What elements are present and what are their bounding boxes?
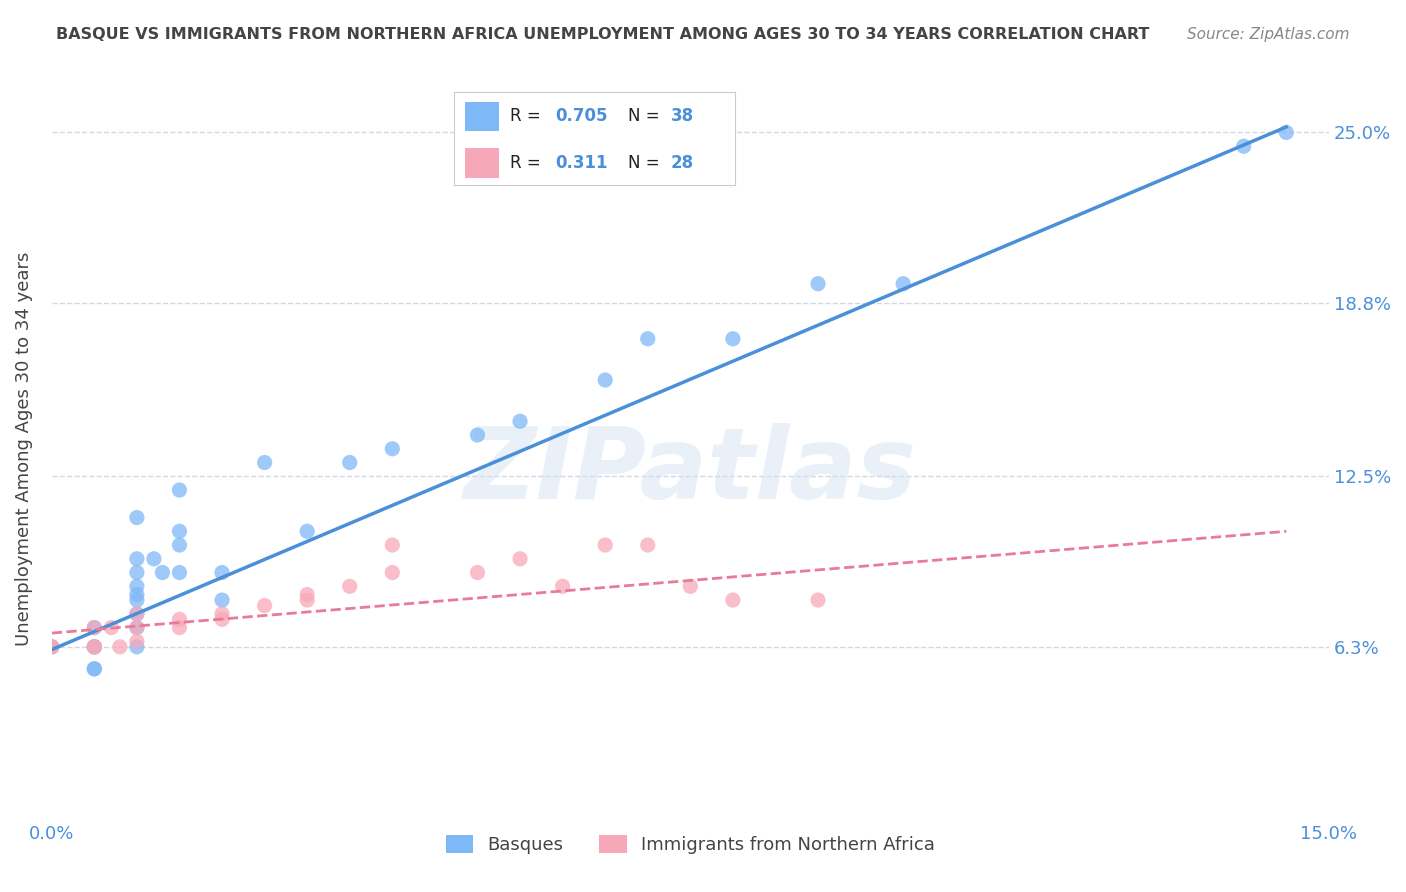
Point	[100, 621, 122, 635]
Point	[381, 566, 404, 580]
Point	[467, 428, 489, 442]
Point	[295, 593, 318, 607]
Point	[211, 566, 233, 580]
Point	[41, 640, 63, 654]
Point	[169, 612, 191, 626]
Point	[679, 579, 702, 593]
Point	[83, 662, 105, 676]
Point	[125, 551, 148, 566]
Point	[637, 332, 659, 346]
Point	[509, 414, 531, 428]
Point	[807, 593, 830, 607]
Text: BASQUE VS IMMIGRANTS FROM NORTHERN AFRICA UNEMPLOYMENT AMONG AGES 30 TO 34 YEARS: BASQUE VS IMMIGRANTS FROM NORTHERN AFRIC…	[56, 27, 1150, 42]
Point	[125, 621, 148, 635]
Point	[125, 621, 148, 635]
Point	[125, 607, 148, 621]
Point	[169, 566, 191, 580]
Point	[509, 551, 531, 566]
Point	[721, 593, 744, 607]
Point	[83, 621, 105, 635]
Point	[381, 538, 404, 552]
Point	[593, 373, 616, 387]
Point	[1275, 125, 1298, 139]
Point	[551, 579, 574, 593]
Point	[83, 640, 105, 654]
Point	[125, 607, 148, 621]
Point	[1233, 139, 1256, 153]
Point	[211, 593, 233, 607]
Point	[41, 640, 63, 654]
Point	[169, 524, 191, 539]
Point	[339, 456, 361, 470]
Point	[125, 634, 148, 648]
Point	[83, 640, 105, 654]
Point	[381, 442, 404, 456]
Legend: Basques, Immigrants from Northern Africa: Basques, Immigrants from Northern Africa	[437, 826, 943, 863]
Point	[125, 588, 148, 602]
Text: Source: ZipAtlas.com: Source: ZipAtlas.com	[1187, 27, 1350, 42]
Point	[467, 566, 489, 580]
Point	[125, 566, 148, 580]
Point	[211, 612, 233, 626]
Point	[721, 332, 744, 346]
Point	[83, 640, 105, 654]
Point	[637, 538, 659, 552]
Point	[125, 510, 148, 524]
Point	[295, 524, 318, 539]
Point	[83, 621, 105, 635]
Point	[169, 538, 191, 552]
Point	[83, 640, 105, 654]
Point	[41, 640, 63, 654]
Point	[807, 277, 830, 291]
Point	[125, 593, 148, 607]
Point	[891, 277, 914, 291]
Point	[211, 607, 233, 621]
Point	[593, 538, 616, 552]
Point	[125, 640, 148, 654]
Point	[339, 579, 361, 593]
Point	[295, 588, 318, 602]
Point	[125, 579, 148, 593]
Point	[41, 640, 63, 654]
Text: ZIPatlas: ZIPatlas	[464, 423, 917, 519]
Y-axis label: Unemployment Among Ages 30 to 34 years: Unemployment Among Ages 30 to 34 years	[15, 252, 32, 646]
Point	[253, 456, 276, 470]
Point	[253, 599, 276, 613]
Point	[142, 551, 165, 566]
Point	[169, 621, 191, 635]
Point	[108, 640, 131, 654]
Point	[83, 640, 105, 654]
Point	[169, 483, 191, 497]
Point	[152, 566, 174, 580]
Point	[83, 662, 105, 676]
